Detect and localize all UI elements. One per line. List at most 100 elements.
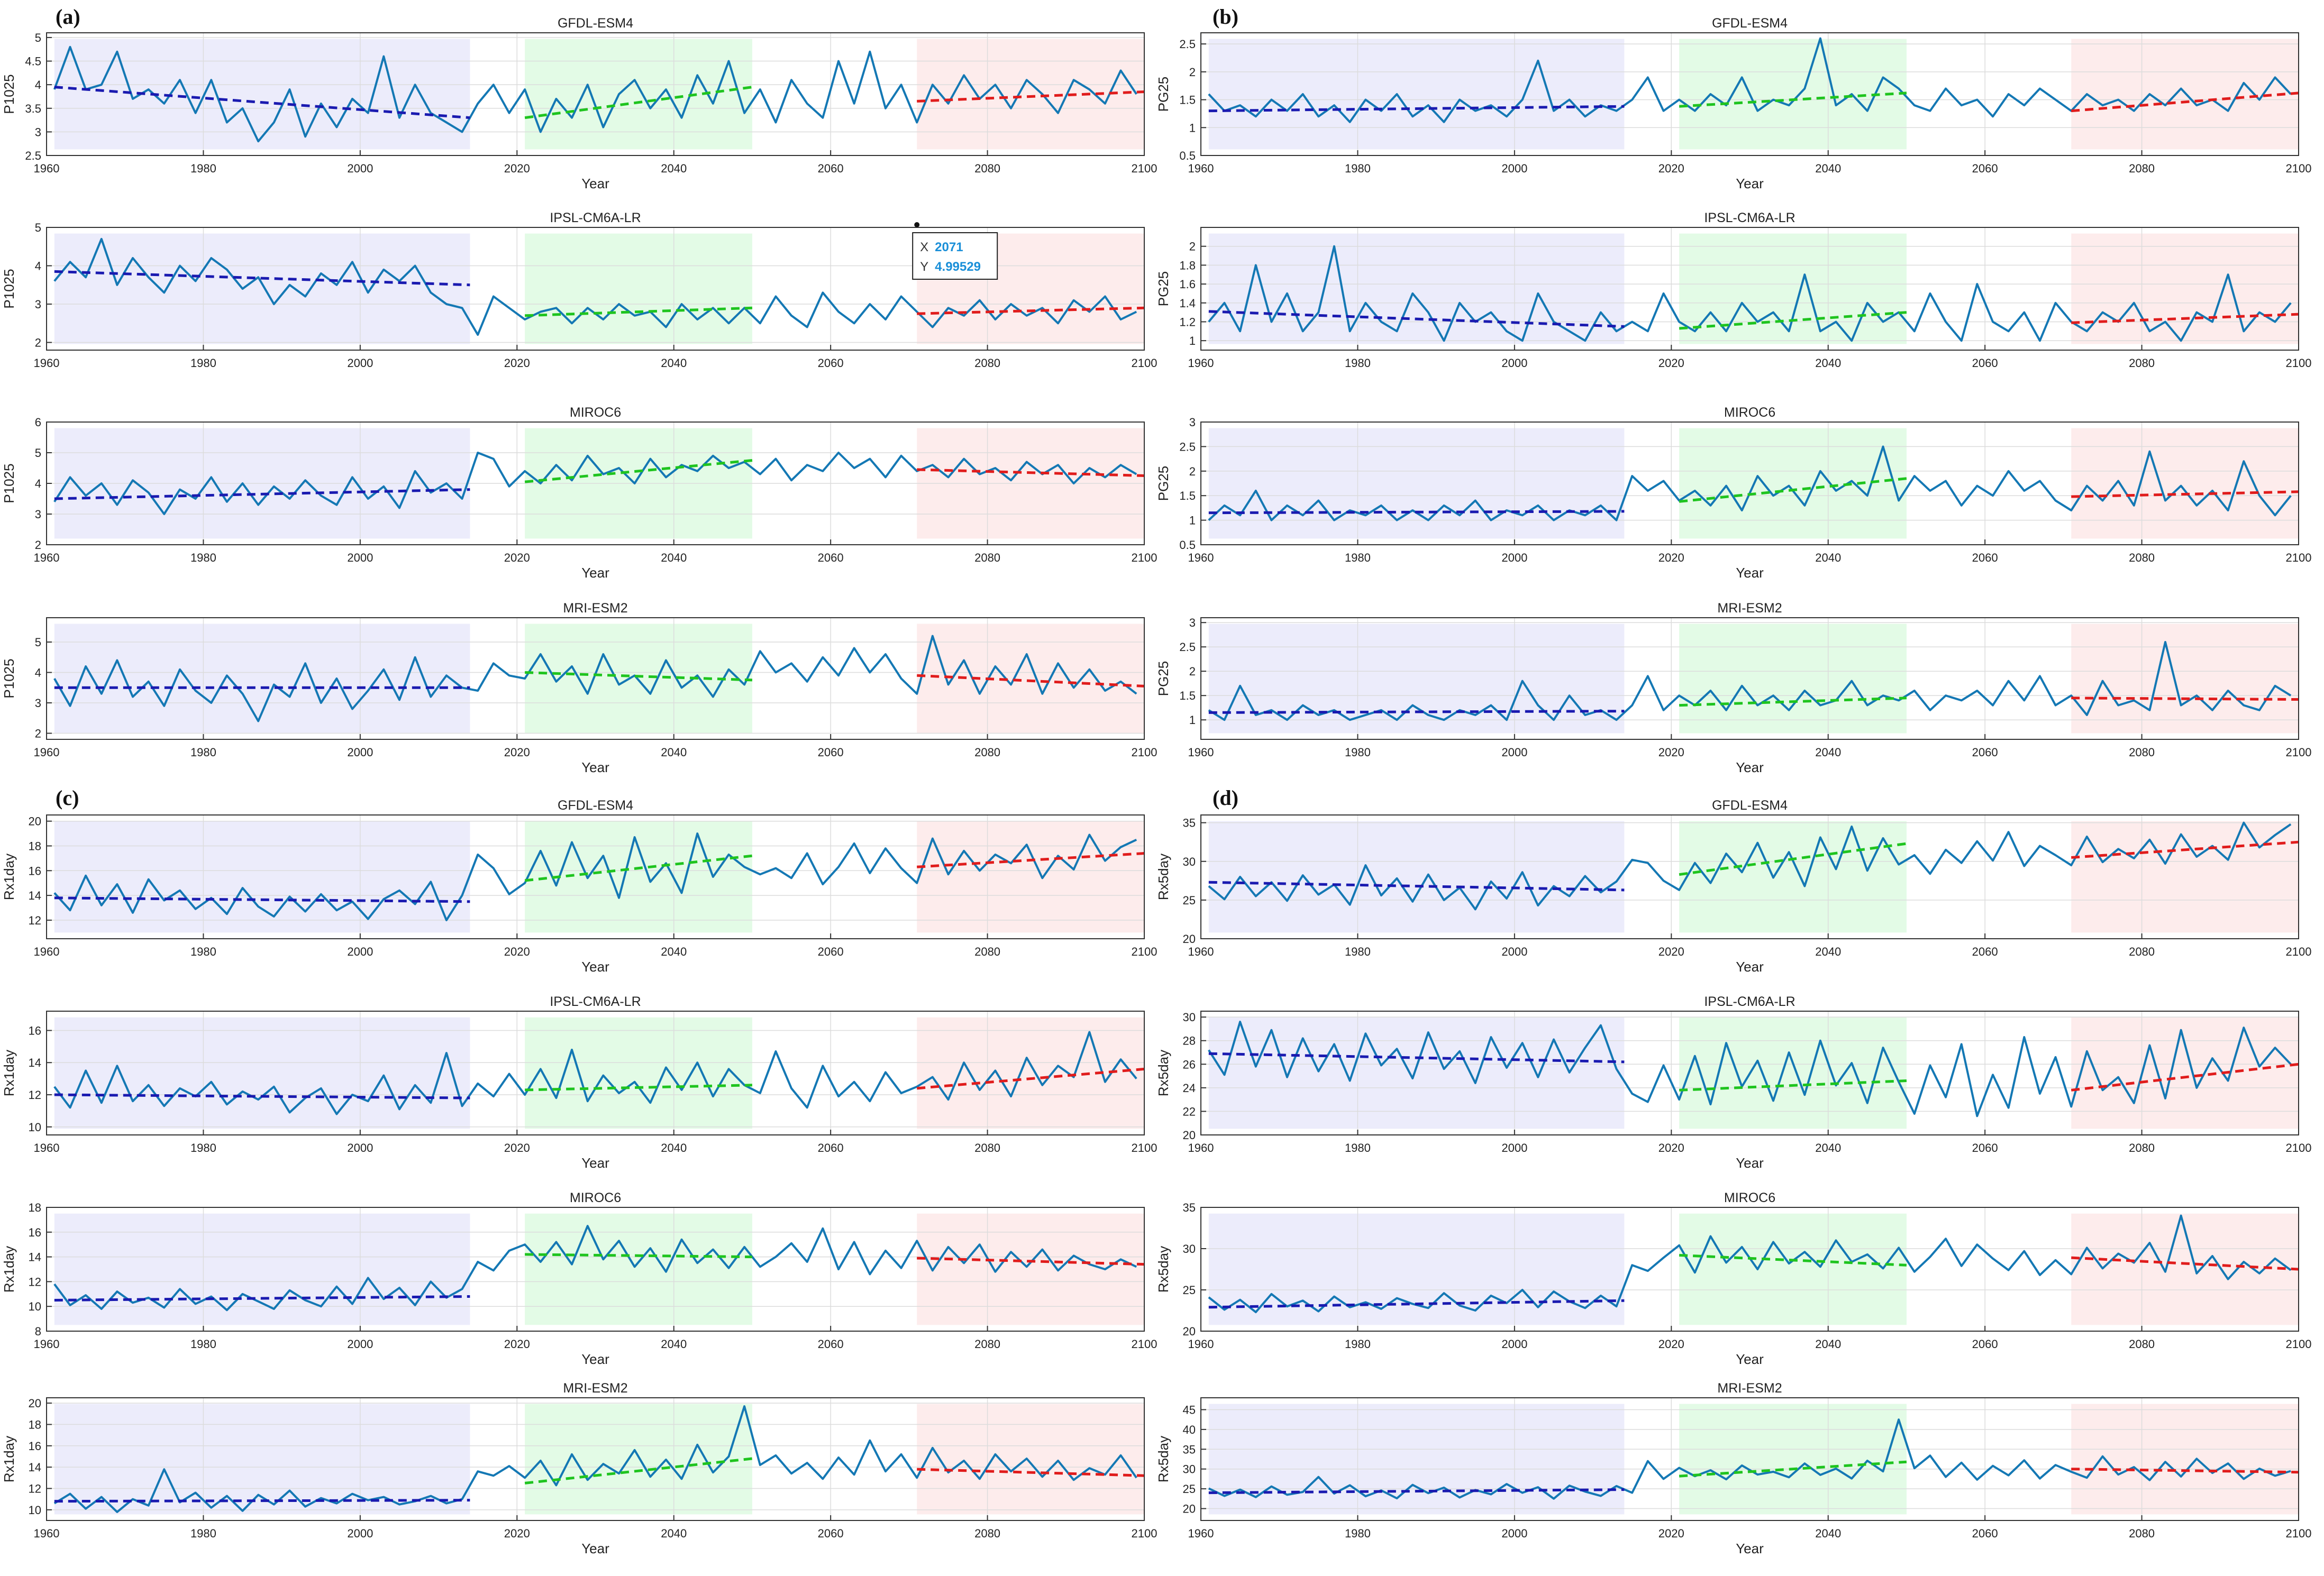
y-tick-label: 3.5 [25,102,41,115]
subplot-title: MIROC6 [1724,405,1775,420]
subplot-title: GFDL-ESM4 [558,16,633,31]
axes-frame [1200,32,2299,156]
x-tick-label: 2100 [2286,162,2312,175]
y-tick-label: 1 [1189,334,1196,347]
y-tick-label: 2.5 [1179,640,1196,654]
y-tick-label: 1.5 [1179,489,1196,502]
y-tick-label: 12 [29,1088,41,1102]
far-future-trend-line [2071,91,2299,113]
x-tick-label: 2060 [818,1527,844,1540]
x-tick-label: 2100 [1132,356,1158,370]
y-tick-label: 5 [35,221,41,234]
x-tick-label: 2100 [2286,1141,2312,1154]
historical-period-shade [1208,1404,1625,1515]
subplot-title: MRI-ESM2 [563,601,627,616]
x-axis-label: Year [1736,1155,1764,1171]
x-tick-label: 2080 [974,551,1000,564]
y-tick-label: 20 [1183,1502,1196,1516]
near-future-period-shade [1679,1213,1907,1325]
x-tick-label: 2040 [661,1527,687,1540]
historical-period-shade [1208,624,1625,734]
far-future-trend-line [917,674,1145,688]
x-tick-label: 1980 [1345,1527,1371,1540]
far-future-trend-line [2071,1468,2299,1474]
historical-trend-line [1208,1052,1625,1064]
x-tick-label: 2060 [818,746,844,759]
axes-frame [46,1011,1145,1135]
near-future-trend-line [524,1457,753,1485]
series-line [53,452,1137,515]
subplot-1: 1960 1980 2000 2020 2040 2060 2080 2100 2 3 4 5 IPSL… [1,210,1157,370]
historical-trend-line [1208,1299,1625,1309]
far-future-trend-line [917,306,1145,315]
x-tick-label: 2080 [974,746,1000,759]
y-tick-label: 0.5 [1179,538,1196,552]
subplot-8: 1960 1980 2000 2020 2040 2060 2080 2100 12 14 16 18… [1,798,1157,975]
y-tick-label: 2.5 [25,149,41,162]
far-future-trend-line [2071,313,2299,324]
axes-frame [46,814,1145,939]
datatip-marker[interactable] [914,222,920,227]
y-tick-label: 1 [1189,713,1196,727]
y-tick-label: 40 [1183,1423,1196,1436]
y-tick-label: 30 [1183,855,1196,868]
near-future-trend-line [524,459,753,483]
y-tick-label: 1.6 [1179,278,1196,291]
far-future-trend-line [917,468,1145,477]
x-tick-label: 2020 [1658,945,1684,958]
axes-frame [1200,1397,2299,1521]
historical-trend-line [1208,105,1625,113]
x-tick-label: 2100 [1132,1141,1158,1154]
x-tick-label: 2080 [2129,746,2155,759]
subplot-4: 1960 1980 2000 2020 2040 2060 2080 2100 0.5 1 1.5 2… [1155,16,2311,191]
near-future-period-shade [525,821,752,933]
y-tick-label: 4 [35,260,41,273]
y-tick-label: 20 [29,1397,41,1410]
y-tick-label: 3 [35,298,41,311]
x-tick-label: 2040 [1815,162,1841,175]
y-tick-label: 3 [35,125,41,139]
series-line [53,45,1137,143]
subplot-5: 1960 1980 2000 2020 2040 2060 2080 2100 1 1.2 1.4 1… [1155,210,2311,370]
axes-frame [46,1207,1145,1332]
y-tick-label: 16 [29,1440,41,1453]
x-tick-label: 2000 [1501,1337,1527,1351]
y-tick-label: 2.5 [1179,38,1196,51]
far-future-period-shade [2071,1404,2299,1515]
y-tick-label: 4.5 [25,55,41,68]
historical-period-shade [1208,428,1625,539]
x-tick-label: 1980 [1345,551,1371,564]
y-axis-label: PG25 [1155,661,1171,697]
subplot-title: MRI-ESM2 [563,1381,627,1396]
x-tick-label: 1980 [1345,1141,1371,1154]
x-tick-label: 1960 [1188,1337,1214,1351]
y-tick-label: 1.5 [1179,94,1196,107]
series-line [1208,641,2292,721]
near-future-trend-line [525,1084,752,1092]
y-tick-label: 20 [1183,1129,1196,1142]
x-tick-label: 2040 [661,162,687,175]
historical-trend-line [54,270,470,287]
y-tick-label: 16 [29,1024,41,1037]
x-tick-label: 2000 [347,551,373,564]
near-future-period-shade [1679,233,1907,344]
y-axis-label: PG25 [1155,77,1171,112]
x-tick-label: 2060 [818,356,844,370]
y-tick-label: 5 [35,446,41,460]
x-tick-label: 1980 [190,746,216,759]
axes-frame [1200,1207,2299,1332]
subplot-14: 1960 1980 2000 2020 2040 2060 2080 2100 20 25 30 35… [1155,1190,2311,1367]
far-future-trend-line [917,852,1145,868]
historical-trend-line [1208,710,1625,714]
x-tick-label: 2080 [2129,356,2155,370]
x-tick-label: 2020 [504,551,530,564]
historical-period-shade [54,1017,470,1129]
y-tick-label: 16 [29,864,41,877]
y-tick-label: 14 [29,1461,41,1474]
x-tick-label: 2000 [1501,746,1527,759]
x-tick-label: 2060 [818,945,844,958]
x-tick-label: 2000 [347,356,373,370]
panel-label: (d) [1213,786,1238,810]
historical-trend-line [54,1499,470,1503]
x-tick-label: 2000 [1501,1141,1527,1154]
